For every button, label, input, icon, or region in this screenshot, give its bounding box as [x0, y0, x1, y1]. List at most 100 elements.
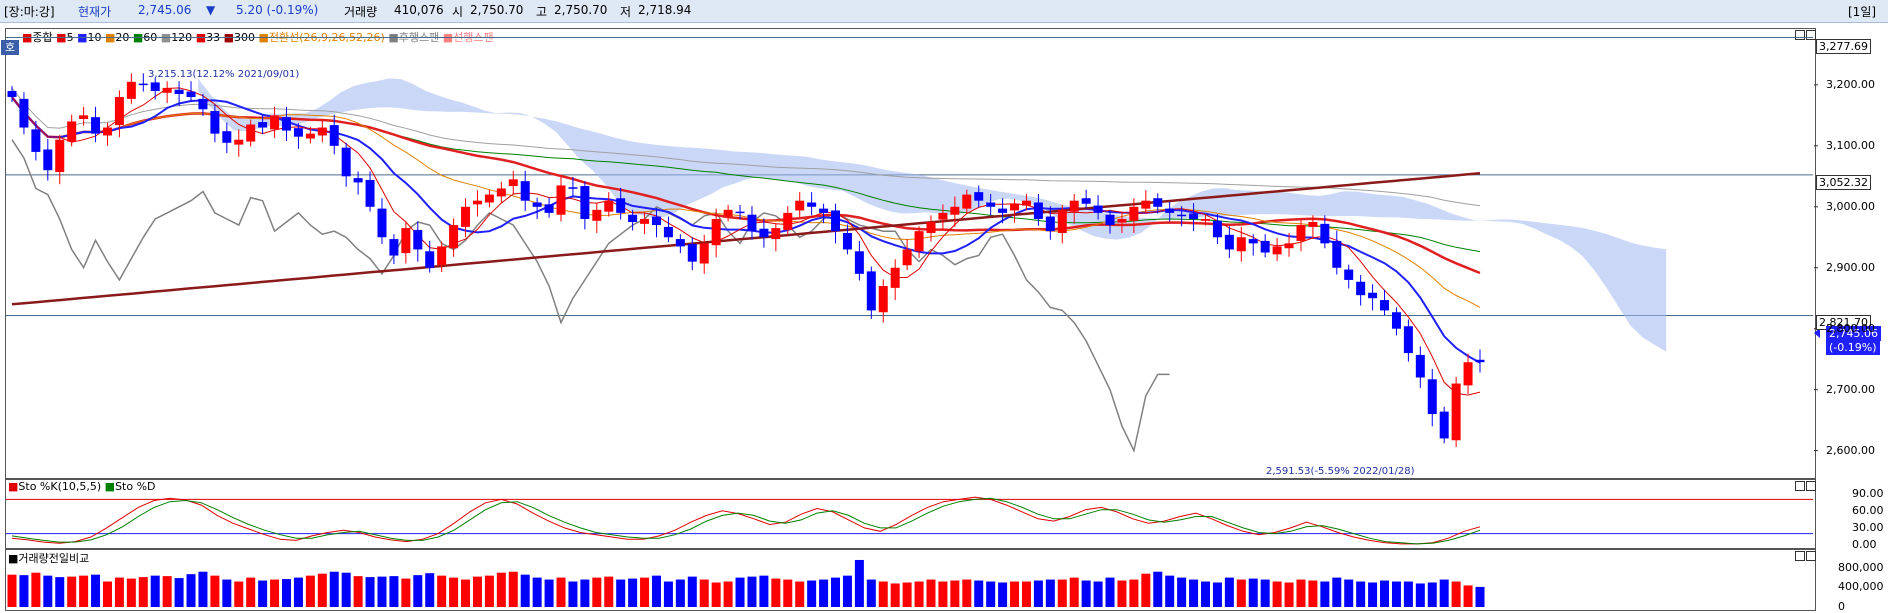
candle-body-53 [640, 218, 650, 224]
volume-bar-72 [866, 579, 876, 607]
price-tick-6: 2,600.00 [1826, 443, 1875, 457]
candle-body-69 [831, 210, 841, 232]
volume-bar-31 [377, 576, 387, 607]
candle-body-36 [437, 246, 447, 266]
candle-body-19 [234, 139, 244, 145]
sto-tick-3: 0.00 [1852, 538, 1877, 551]
volume-bar-90 [1081, 580, 1091, 607]
candle-body-76 [914, 231, 924, 252]
volume-bar-47 [568, 581, 578, 607]
sto-d-line [11, 497, 1481, 545]
panel-maximize-icon[interactable] [1806, 30, 1816, 40]
volume-bar-41 [496, 572, 506, 607]
volume-label: 거래량 [344, 5, 378, 19]
volume-bar-3 [43, 575, 53, 607]
current-price-tag: 2,745.06 [1826, 326, 1881, 341]
sto-k-line [11, 496, 1481, 545]
volume-bar-56 [675, 579, 685, 607]
candle-body-84 [1010, 203, 1020, 211]
volume-bar-24 [293, 577, 303, 607]
panel-minimize-icon[interactable] [1795, 30, 1805, 40]
candle-body-66 [795, 200, 805, 211]
sto-maximize-icon[interactable] [1806, 481, 1816, 491]
candle-body-93 [1117, 218, 1127, 223]
volume-bar-49 [592, 577, 602, 607]
market-label[interactable]: [장:마:강] [4, 5, 55, 19]
legend-volume[interactable]: ■거래량전일비교 [8, 552, 90, 565]
vol-maximize-icon[interactable] [1806, 551, 1816, 561]
candle-body-29 [353, 178, 363, 183]
volume-bar-42 [508, 571, 518, 607]
candle-body-117 [1403, 326, 1413, 354]
volume-bar-112 [1344, 579, 1354, 607]
volume-bar-30 [365, 577, 375, 607]
volume-bar-123 [1475, 586, 1485, 607]
candle-body-23 [282, 117, 292, 131]
legend-sto-k[interactable]: ■Sto %K(10,5,5) [8, 480, 102, 493]
candle-body-122 [1463, 362, 1473, 386]
candle-body-8 [102, 127, 112, 136]
candle-body-34 [413, 229, 423, 250]
volume-bar-67 [807, 580, 817, 607]
volume-bar-36 [437, 575, 447, 607]
volume-bar-32 [389, 576, 399, 607]
ma300-line [11, 172, 1481, 306]
candle-body-95 [1141, 200, 1151, 209]
volume-bar-13 [162, 576, 172, 607]
ma10-line [11, 96, 1481, 364]
volume-bar-15 [186, 574, 196, 607]
candle-body-86 [1033, 202, 1043, 219]
legend-sto-d[interactable]: ■Sto %D [104, 480, 156, 493]
period-selector[interactable]: [1일] [1848, 5, 1877, 19]
candle-body-28 [341, 147, 351, 177]
volume-panel [5, 549, 1816, 611]
volume-bar-101 [1212, 582, 1222, 607]
high-annotation: 3,215.13(12.12% 2021/09/01) [148, 69, 299, 80]
volume-bar-2 [31, 572, 41, 607]
candle-body-120 [1439, 411, 1449, 439]
vol-minimize-icon[interactable] [1795, 551, 1805, 561]
volume-bar-91 [1093, 581, 1103, 607]
ichimoku-cloud [198, 78, 1667, 352]
volume-bar-85 [1021, 581, 1031, 607]
volume-bar-121 [1451, 581, 1461, 607]
candle-body-100 [1200, 218, 1210, 221]
volume-bar-1 [19, 575, 29, 607]
candle-body-7 [91, 117, 101, 134]
current-price-marker [1814, 328, 1820, 338]
candle-body-82 [986, 202, 996, 207]
candle-body-13 [162, 87, 172, 93]
candle-body-63 [759, 228, 769, 238]
candle-body-121 [1451, 383, 1461, 441]
volume-tick-2: 0 [1838, 600, 1845, 613]
sto-minimize-icon[interactable] [1795, 481, 1805, 491]
candle-body-45 [544, 204, 554, 213]
candle-body-71 [854, 251, 864, 274]
high-value: 2,750.70 [554, 3, 608, 17]
candle-body-41 [496, 188, 506, 197]
volume-bar-64 [771, 578, 781, 607]
candle-body-112 [1344, 269, 1354, 280]
candle-body-59 [711, 218, 721, 246]
volume-bar-61 [735, 577, 745, 607]
candle-body-18 [222, 131, 232, 143]
volume-bar-111 [1332, 577, 1342, 607]
candle-body-87 [1045, 216, 1055, 232]
candle-body-40 [484, 194, 494, 203]
volume-bar-53 [640, 577, 650, 607]
volume-bar-23 [282, 579, 292, 607]
stochastic-panel [5, 479, 1816, 549]
candle-body-1 [19, 98, 29, 128]
volume-bar-65 [783, 579, 793, 607]
price-tick-0: 3,200.00 [1826, 77, 1875, 91]
candle-body-67 [807, 202, 817, 207]
chart-tab-button[interactable]: 호 [1, 40, 19, 55]
volume-bar-99 [1189, 579, 1199, 607]
stochastic-legend: ■Sto %K(10,5,5) ■Sto %D [8, 480, 156, 493]
volume-bar-102 [1224, 577, 1234, 607]
volume-bar-25 [305, 575, 315, 607]
volume-bar-110 [1320, 581, 1330, 607]
volume-value: 410,076 [394, 3, 444, 17]
candle-body-5 [67, 121, 77, 142]
